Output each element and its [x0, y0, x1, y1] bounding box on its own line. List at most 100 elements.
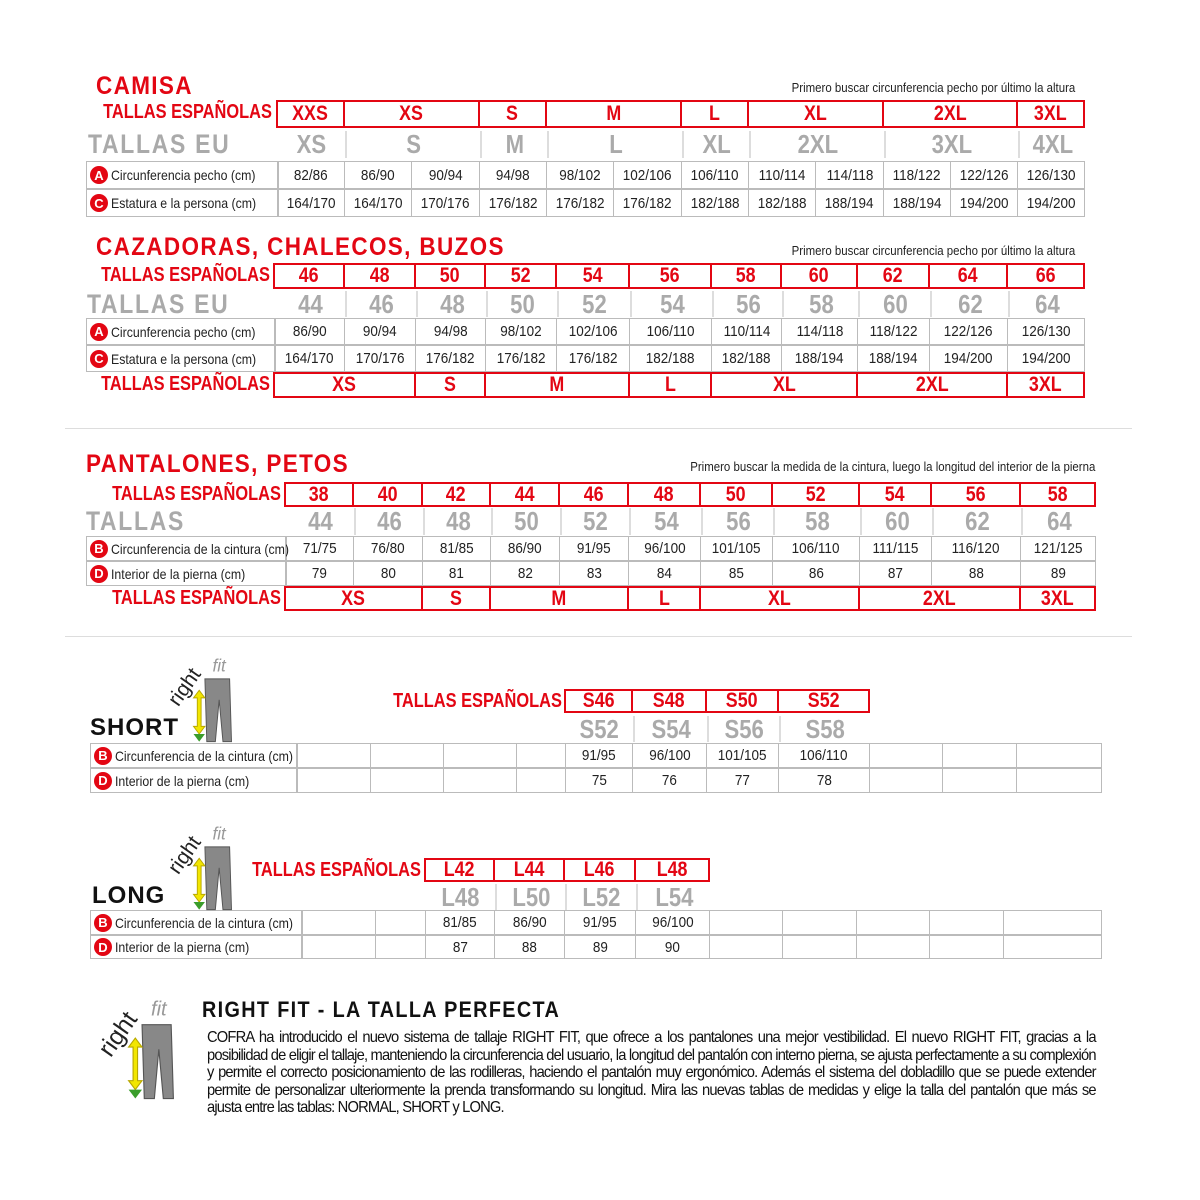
measurement-cell: 77	[706, 768, 779, 793]
eu-size-cell-text: 44	[297, 288, 323, 319]
measurement-cell	[856, 910, 930, 935]
rightfit-description-text: COFRA ha introducido el nuevo sistema de…	[207, 1029, 1097, 1117]
measurement-row-label: B Circunferencia de la cintura (cm)	[86, 536, 289, 561]
rightfit-pants-icon: right fit	[164, 824, 232, 911]
spanish-letter-size-cell-text: 2XL	[915, 373, 949, 396]
row-label-text: Estatura e la persona (cm)	[111, 195, 257, 211]
tallas-espanolas-label-2: TALLAS ESPAÑOLAS	[101, 373, 270, 396]
measurement-cell: 79	[285, 561, 354, 586]
value-text: 85	[728, 565, 745, 582]
measurement-cell	[942, 768, 1017, 793]
section-title-text: CAMISA	[96, 72, 193, 100]
eu-size-cell: S56	[707, 714, 779, 744]
value-text: 98/102	[559, 166, 601, 184]
eu-size-cell-text: 54	[653, 506, 679, 536]
measurement-cell: 106/110	[772, 536, 860, 561]
row-label-text: Interior de la pierna (cm)	[115, 939, 250, 955]
value-text: 164/170	[286, 194, 336, 212]
value-text: 82	[517, 565, 533, 582]
eu-size-cell-text: S54	[651, 713, 691, 744]
measurement-row-label: A Circunferencia pecho (cm)	[86, 318, 276, 345]
tallas-espanolas-label-text: TALLAS ESPAÑOLAS	[252, 859, 421, 881]
measurement-cell: 110/114	[711, 318, 782, 345]
value-text: 98/102	[500, 323, 542, 340]
spanish-size-cell: 56	[930, 482, 1021, 507]
measurement-cell	[375, 935, 426, 959]
eu-size-cell-text: 52	[583, 506, 608, 536]
measurement-cell: 194/200	[929, 345, 1008, 372]
eu-size-cell-text: 44	[307, 506, 333, 536]
measurement-cell: 101/105	[706, 743, 779, 768]
eu-size-cell: 64	[1008, 288, 1085, 319]
measurement-cell: 188/194	[781, 345, 858, 372]
spanish-size-cell: L	[680, 100, 749, 128]
spanish-size-cell: 44	[489, 482, 560, 507]
spanish-letter-size-cell: L	[628, 372, 712, 398]
spanish-size-cell-text: L46	[584, 858, 615, 881]
section-divider	[65, 636, 1132, 637]
row-label-text: Circunferencia pecho (cm)	[111, 167, 256, 183]
measurement-cell: 86	[772, 561, 860, 586]
measurement-cell: 81	[422, 561, 491, 586]
short-label: SHORT	[90, 714, 179, 742]
value-text: 86/90	[361, 166, 395, 184]
section-note-text: Primero buscar circunferencia pecho por …	[791, 80, 1075, 95]
value-text: 91/95	[582, 747, 616, 764]
value-text: 80	[380, 565, 396, 582]
spanish-letter-size-cell-text: XL	[768, 586, 791, 610]
tallas-espanolas-label-text: TALLAS ESPAÑOLAS	[103, 101, 272, 123]
eu-size-cell: 60	[858, 289, 930, 319]
measurement-row-label: B Circunferencia de la cintura (cm)	[90, 910, 303, 935]
value-text: 90	[664, 938, 681, 956]
eu-size-cell-text: L50	[511, 881, 551, 912]
value-text: 77	[734, 772, 751, 789]
measurement-cell: 91/95	[559, 536, 629, 561]
eu-size-cell: XS	[278, 129, 345, 159]
spanish-size-cell-text: XS	[399, 102, 424, 125]
eu-size-cell: 56	[701, 506, 773, 536]
value-text: 170/176	[355, 350, 405, 367]
measurement-cell	[296, 743, 371, 768]
spanish-size-cell-text: L48	[656, 858, 688, 881]
section-note: Primero buscar circunferencia pecho por …	[791, 80, 1075, 95]
measurement-cell: 194/200	[950, 189, 1018, 217]
spanish-size-cell: S46	[564, 689, 633, 713]
value-text: 96/100	[643, 540, 686, 557]
spanish-size-cell: 48	[627, 482, 701, 507]
value-text: 176/182	[426, 350, 475, 367]
spanish-letter-size-cell-text: XS	[332, 373, 357, 396]
spanish-size-cell: L42	[424, 858, 495, 882]
measurement-cell	[856, 935, 930, 959]
spanish-size-cell: 50	[699, 482, 773, 507]
value-text: 194/200	[1026, 194, 1076, 212]
value-text: 90/94	[363, 323, 397, 340]
row-label-text: Circunferencia de la cintura (cm)	[115, 914, 294, 931]
eu-size-cell: S	[345, 129, 480, 159]
rightfit-title-text: RIGHT FIT - LA TALLA PERFECTA	[202, 997, 561, 1022]
tallas-espanolas-label-text: TALLAS ESPAÑOLAS	[101, 264, 270, 286]
letter-d-icon: D	[94, 771, 112, 790]
measurement-row-label: A Circunferencia pecho (cm)	[86, 161, 279, 189]
measurement-cell: 71/75	[285, 536, 354, 561]
rightfit-pants-icon: right fit	[93, 999, 174, 1100]
spanish-letter-size-cell: S	[414, 372, 486, 398]
spanish-size-cell-text: 48	[369, 264, 390, 287]
value-text: 88	[521, 938, 538, 956]
eu-size-cell-text: 64	[1035, 288, 1060, 319]
value-text: 86	[808, 565, 824, 582]
spanish-size-cell-text: S46	[582, 689, 615, 712]
value-text: 194/200	[1021, 350, 1071, 367]
row-label-text: Interior de la pierna (cm)	[111, 565, 246, 582]
measurement-cell: 96/100	[635, 910, 710, 935]
eu-size-cell: 4XL	[1018, 129, 1085, 159]
eu-size-cell-text: 58	[808, 288, 834, 319]
rightfit-logo: right fit	[164, 656, 251, 744]
letter-a-icon: A	[90, 166, 108, 184]
tallas-eu-label: TALLAS EU	[87, 289, 229, 320]
value-text: 188/194	[892, 194, 942, 212]
section-note-text: Primero buscar circunferencia pecho por …	[791, 243, 1075, 258]
value-text: 110/114	[723, 323, 770, 340]
measurement-cell	[929, 935, 1004, 959]
eu-size-cell: 54	[629, 506, 701, 536]
eu-size-cell: 48	[416, 289, 486, 319]
